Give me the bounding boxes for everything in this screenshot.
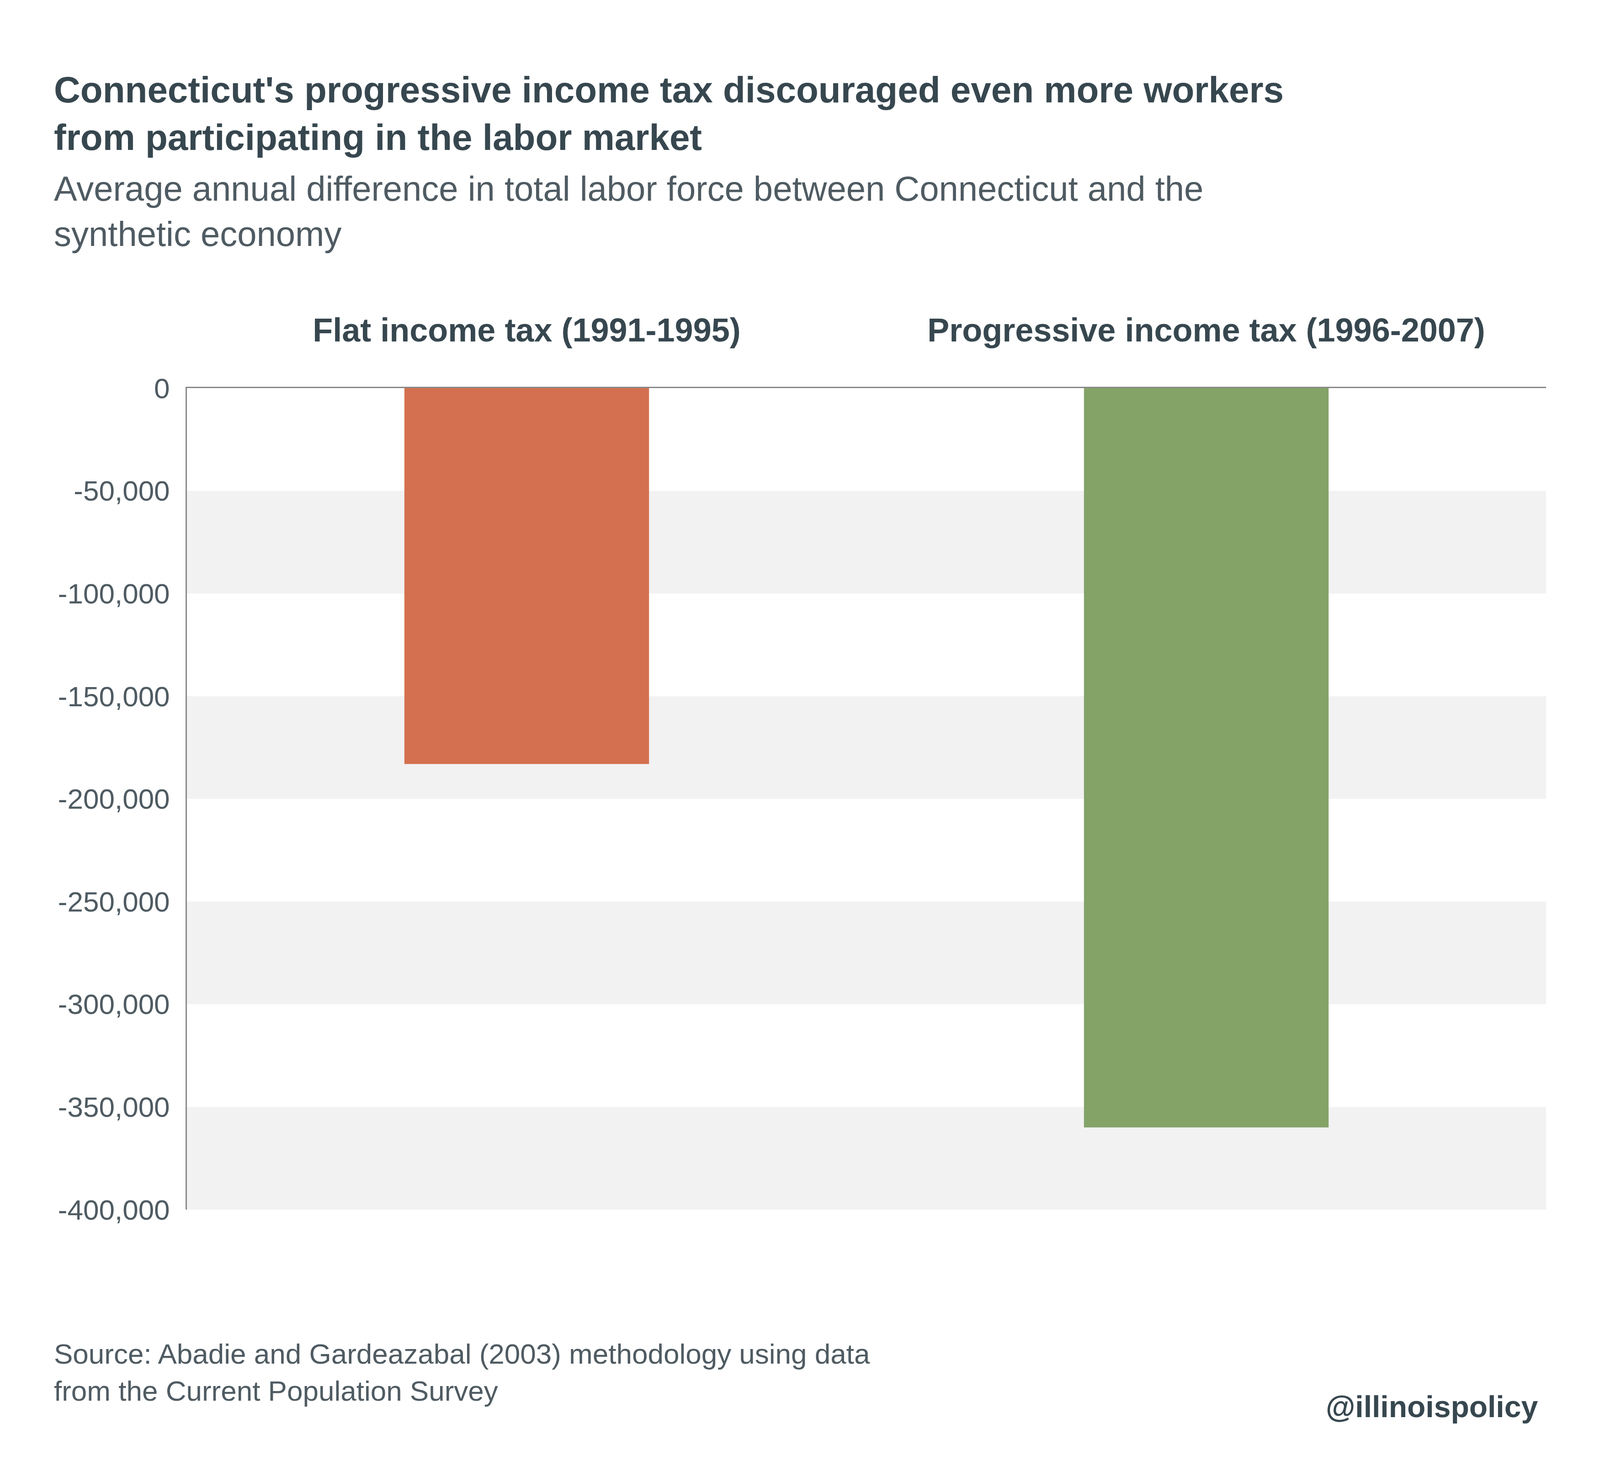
svg-text:Progressive income tax (1996-2: Progressive income tax (1996-2007) [927, 311, 1486, 349]
svg-text:-250,000: -250,000 [58, 885, 171, 918]
svg-text:-200,000: -200,000 [58, 782, 171, 815]
svg-text:Flat income tax (1991-1995): Flat income tax (1991-1995) [312, 311, 741, 349]
svg-text:@illinoispolicy: @illinoispolicy [1325, 1389, 1538, 1424]
svg-text:Connecticut's progressive inco: Connecticut's progressive income tax dis… [53, 69, 1284, 158]
svg-text:-100,000: -100,000 [58, 577, 171, 610]
svg-text:Source: Abadie and Gardeazabal: Source: Abadie and Gardeazabal (2003) me… [53, 1337, 871, 1407]
svg-text:-50,000: -50,000 [73, 474, 170, 507]
svg-text:0: 0 [154, 372, 170, 404]
svg-text:Average annual difference in t: Average annual difference in total labor… [53, 169, 1204, 254]
svg-text:-150,000: -150,000 [58, 680, 171, 713]
svg-text:-350,000: -350,000 [58, 1090, 171, 1123]
svg-text:-400,000: -400,000 [58, 1193, 171, 1226]
svg-text:-300,000: -300,000 [58, 988, 171, 1020]
